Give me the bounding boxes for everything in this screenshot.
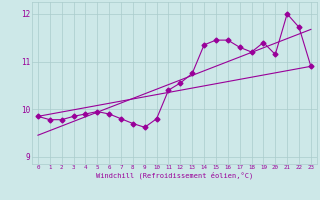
X-axis label: Windchill (Refroidissement éolien,°C): Windchill (Refroidissement éolien,°C) — [96, 172, 253, 179]
